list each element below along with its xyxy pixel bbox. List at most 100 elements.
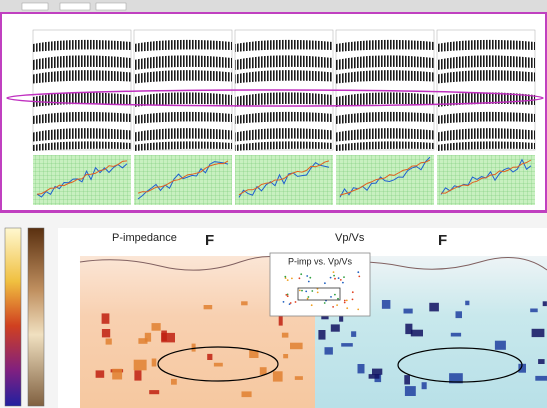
crossplot-point <box>333 275 335 277</box>
crossplot-point <box>324 282 326 284</box>
crossplot-point <box>308 281 310 283</box>
anomaly <box>260 367 267 375</box>
crossplot-point <box>295 301 297 303</box>
anomaly <box>161 333 175 343</box>
anomaly <box>351 331 356 337</box>
anomaly <box>96 370 105 377</box>
anomaly <box>290 343 303 350</box>
anomaly <box>283 354 288 358</box>
crossplot-point <box>291 278 293 280</box>
crossplot-point <box>336 304 338 306</box>
anomaly <box>242 391 252 397</box>
crossplot-point <box>317 292 319 294</box>
anomaly <box>207 354 212 360</box>
anomaly <box>535 376 547 381</box>
anomaly <box>405 386 416 396</box>
toolbar-field[interactable] <box>60 3 90 10</box>
crossplot-point <box>342 282 344 284</box>
crossplot-point <box>306 275 308 277</box>
anomaly <box>422 382 427 389</box>
crossplot-point <box>309 277 311 279</box>
anomaly <box>204 305 213 309</box>
anomaly <box>543 301 547 306</box>
crossplot-point <box>334 278 336 280</box>
anomaly <box>325 347 333 354</box>
crossplot-point <box>352 291 354 293</box>
anomaly <box>429 303 439 312</box>
anomaly <box>382 300 391 309</box>
anomaly <box>102 329 110 337</box>
crossplot-point <box>300 273 302 275</box>
crossplot-point <box>357 271 359 273</box>
inset-title: P-imp vs. Vp/Vs <box>288 256 353 266</box>
crossplot-point <box>287 295 289 297</box>
colorbar <box>28 228 44 406</box>
crossplot-point <box>330 296 332 298</box>
anomaly <box>134 360 147 371</box>
section-title: Vp/Vs <box>335 232 365 244</box>
crossplot-point <box>324 302 326 304</box>
anomaly <box>152 359 157 367</box>
toolbar-field[interactable] <box>22 3 48 10</box>
crossplot-point <box>352 299 354 301</box>
plot-cell <box>336 155 434 205</box>
colorbar <box>5 228 21 406</box>
crossplot-point <box>358 276 360 278</box>
anomaly <box>372 369 382 375</box>
well-marker: F <box>205 232 214 249</box>
crossplot-point <box>311 304 313 306</box>
anomaly <box>134 370 141 380</box>
anomaly <box>149 390 159 394</box>
crossplot-point <box>287 279 289 281</box>
anomaly <box>532 329 545 337</box>
crossplot-point <box>290 302 292 304</box>
anomaly <box>282 333 289 338</box>
crossplot-point <box>334 294 336 296</box>
crossplot-point <box>338 277 340 279</box>
section-title: P-impedance <box>112 232 177 244</box>
crossplot-point <box>305 291 307 293</box>
crossplot-point <box>285 294 287 296</box>
crossplot-point <box>311 290 313 292</box>
anomaly <box>106 339 112 345</box>
anomaly <box>145 333 151 342</box>
anomaly <box>411 330 423 337</box>
crossplot-point <box>344 302 346 304</box>
crossplot-point <box>330 277 332 279</box>
anomaly <box>214 363 223 367</box>
anomaly <box>102 313 110 323</box>
crossplot-point <box>357 309 359 311</box>
crossplot-point <box>333 271 335 273</box>
crossplot-point <box>337 298 339 300</box>
well-marker: F <box>438 232 447 249</box>
screenshot: P-impedance F Vp/Vs F P-imp vs. Vp/Vs <box>0 0 547 408</box>
plot-cell <box>235 155 333 205</box>
anomaly <box>171 379 177 385</box>
plot-cell <box>33 155 131 205</box>
well-plots <box>33 155 535 205</box>
crossplot-point <box>284 276 286 278</box>
anomaly <box>538 359 545 364</box>
crossplot-point <box>332 306 334 308</box>
anomaly <box>192 344 196 352</box>
anomaly <box>404 375 410 384</box>
anomaly <box>279 316 283 326</box>
anomaly <box>405 324 412 334</box>
crossplot-point <box>299 290 301 292</box>
crossplot-point <box>301 290 303 292</box>
anomaly <box>456 311 463 318</box>
anomaly <box>112 369 122 380</box>
crossplot-point <box>343 276 345 278</box>
anomaly <box>318 330 325 340</box>
anomaly <box>295 376 303 380</box>
crossplot-point <box>283 301 285 303</box>
anomaly <box>273 371 283 381</box>
crossplot-point <box>308 296 310 298</box>
anomaly <box>404 309 413 314</box>
anomaly <box>530 309 538 313</box>
anomaly <box>341 343 353 347</box>
crossplot-point <box>340 279 342 281</box>
crossplot-point <box>346 307 348 309</box>
toolbar-field[interactable] <box>96 3 126 10</box>
anomaly <box>358 364 365 373</box>
